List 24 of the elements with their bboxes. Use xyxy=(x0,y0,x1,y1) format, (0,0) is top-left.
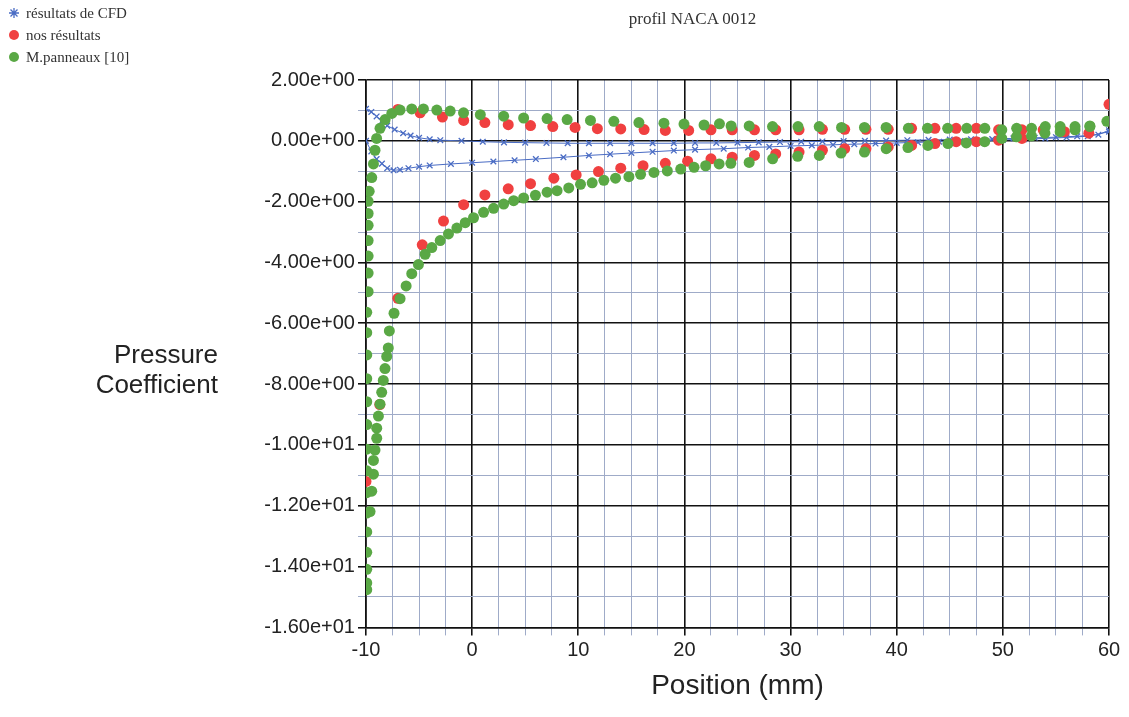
x-tick-label: 60 xyxy=(1097,637,1121,660)
y-tick-label: 2.00e+00 xyxy=(271,67,355,90)
y-tick-label: -4.00e+00 xyxy=(264,249,355,272)
y-axis-title: Pressure Coefficient xyxy=(94,339,218,400)
chart-title: profil NACA 0012 xyxy=(628,9,757,29)
y-tick-label: -1.20e+01 xyxy=(264,493,355,516)
x-tick-label: 30 xyxy=(779,637,802,660)
legend-label: M.panneaux [10] xyxy=(26,48,130,66)
x-tick-label: 40 xyxy=(885,637,908,660)
x-tick-label: 20 xyxy=(673,637,696,660)
y-tick-label: -1.00e+01 xyxy=(264,432,355,455)
x-tick-label: 0 xyxy=(466,637,478,660)
legend-label: nos résultats xyxy=(26,26,101,44)
y-tick-label: -8.00e+00 xyxy=(264,371,355,394)
x-axis-title: Position (mm) xyxy=(651,668,824,700)
y-tick-label: -6.00e+00 xyxy=(264,310,355,333)
y-tick-label: -1.40e+01 xyxy=(264,554,355,577)
x-tick-label: -10 xyxy=(351,637,381,660)
y-tick-label: -2.00e+00 xyxy=(264,189,355,212)
x-tick-label: 10 xyxy=(567,637,590,660)
y-tick-label: 0.00e+00 xyxy=(271,128,355,151)
x-tick-label: 50 xyxy=(991,637,1014,660)
legend-label: résultats de CFD xyxy=(26,4,127,22)
y-tick-label: -1.60e+01 xyxy=(264,614,355,637)
